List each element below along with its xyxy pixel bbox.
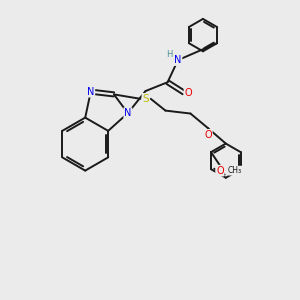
- Text: CH₃: CH₃: [228, 166, 242, 175]
- Text: N: N: [87, 87, 94, 97]
- Text: S: S: [142, 94, 149, 104]
- Text: N: N: [174, 55, 182, 65]
- Text: H: H: [167, 50, 173, 59]
- Text: O: O: [216, 166, 224, 176]
- Text: N: N: [124, 108, 132, 118]
- Text: O: O: [204, 130, 212, 140]
- Text: O: O: [184, 88, 192, 98]
